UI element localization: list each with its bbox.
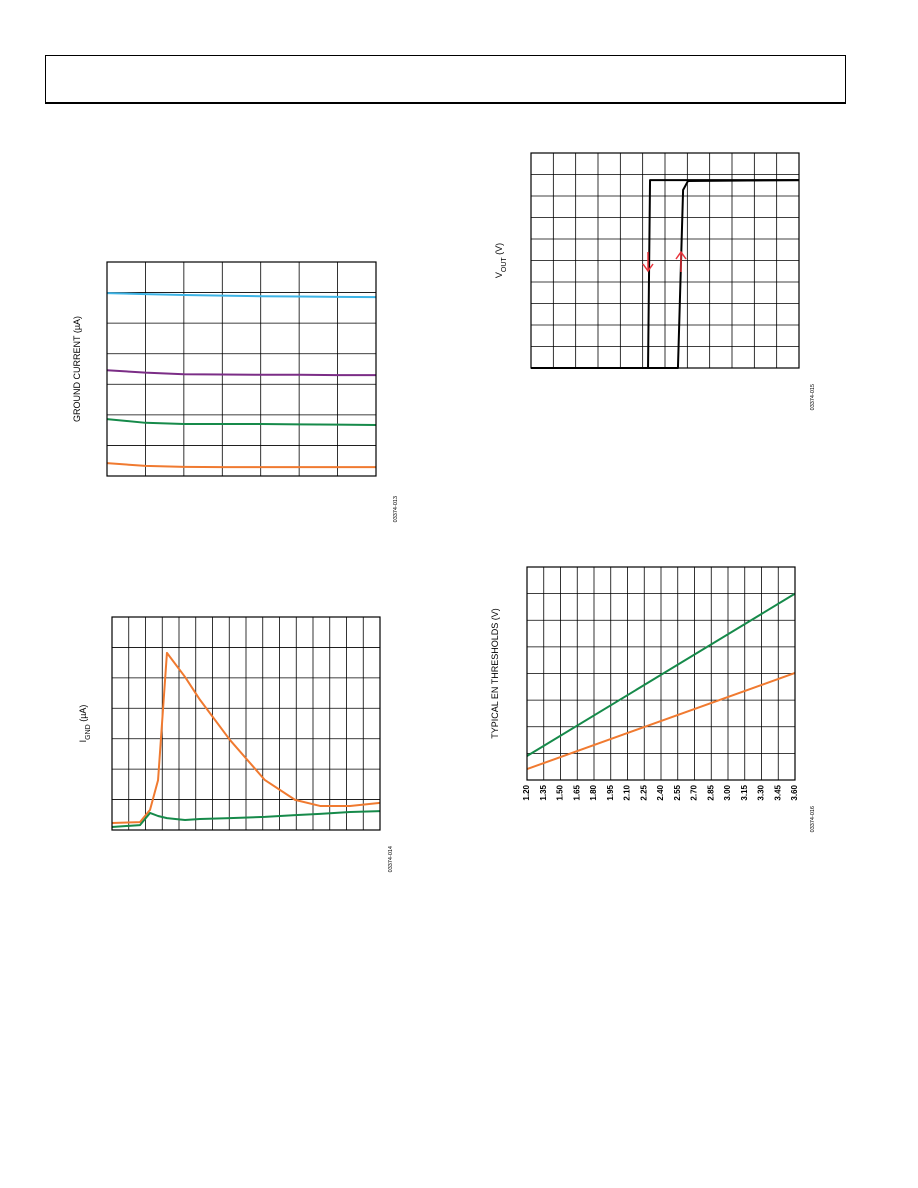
x-tick-label: 3.00 bbox=[723, 784, 732, 800]
figure-code: 03374-013 bbox=[393, 496, 399, 522]
x-tick-label: 2.10 bbox=[623, 784, 632, 800]
series-line bbox=[526, 672, 796, 771]
x-tick-label: 1.20 bbox=[522, 784, 531, 800]
figure-code: 03374-016 bbox=[810, 806, 816, 832]
chart: GROUND CURRENT (µA) 03374-013 bbox=[72, 261, 399, 522]
x-tick-label: 3.15 bbox=[740, 784, 749, 800]
x-tick-label: 3.45 bbox=[773, 784, 782, 800]
x-tick-label: 1.80 bbox=[589, 784, 598, 800]
series-line bbox=[106, 418, 377, 426]
y-axis-label-part: (V) bbox=[494, 243, 504, 258]
x-tick-label: 1.95 bbox=[606, 784, 615, 800]
x-tick-label: 2.25 bbox=[639, 784, 648, 800]
x-tick-label: 3.30 bbox=[757, 784, 766, 800]
y-axis-label: IGND (µA) bbox=[78, 705, 92, 743]
header-box bbox=[45, 55, 846, 104]
plot-border bbox=[526, 566, 796, 781]
x-tick-label: 2.70 bbox=[690, 784, 699, 800]
series-line bbox=[106, 462, 376, 469]
y-axis-label-part: V bbox=[494, 272, 504, 278]
y-axis-label-part: OUT bbox=[501, 257, 508, 273]
chart: IGND (µA) 03374-014 bbox=[78, 616, 394, 872]
y-axis-label: GROUND CURRENT (µA) bbox=[72, 316, 82, 422]
y-axis-label: TYPICAL EN THRESHOLDS (V) bbox=[490, 608, 500, 739]
x-tick-label: 3.60 bbox=[790, 784, 799, 800]
y-axis-label: VOUT (V) bbox=[494, 243, 508, 278]
x-tick-label: 1.65 bbox=[572, 784, 581, 800]
arrow-head bbox=[675, 250, 687, 260]
x-tick-label: 2.40 bbox=[656, 784, 665, 800]
y-axis-label-part: GND bbox=[85, 724, 92, 740]
plot-border bbox=[530, 152, 800, 369]
x-tick-label: 1.35 bbox=[539, 784, 548, 800]
series-line bbox=[111, 651, 381, 824]
figure-code: 03374-015 bbox=[810, 384, 816, 410]
y-axis-label-part: (µA) bbox=[78, 705, 88, 725]
series-line bbox=[106, 292, 377, 299]
y-axis-label-part: I bbox=[78, 740, 88, 743]
series-line bbox=[111, 810, 381, 828]
series-line bbox=[526, 592, 796, 757]
x-tick-label: 1.50 bbox=[556, 784, 565, 800]
x-tick-label: 2.55 bbox=[673, 784, 682, 800]
figure-code: 03374-014 bbox=[388, 846, 394, 872]
arrow-head bbox=[642, 263, 654, 273]
plot-border bbox=[106, 261, 377, 477]
hysteresis-arrows bbox=[642, 250, 687, 273]
plot-border bbox=[111, 616, 381, 831]
chart: 1.20 1.35 1.50 1.65 1.80 1.95 2.10 2.25 2.40 2.55… bbox=[490, 566, 816, 832]
chart: VOUT (V) 03374-015 bbox=[494, 152, 816, 410]
series-line bbox=[106, 369, 376, 377]
x-tick-label: 2.85 bbox=[706, 784, 715, 800]
